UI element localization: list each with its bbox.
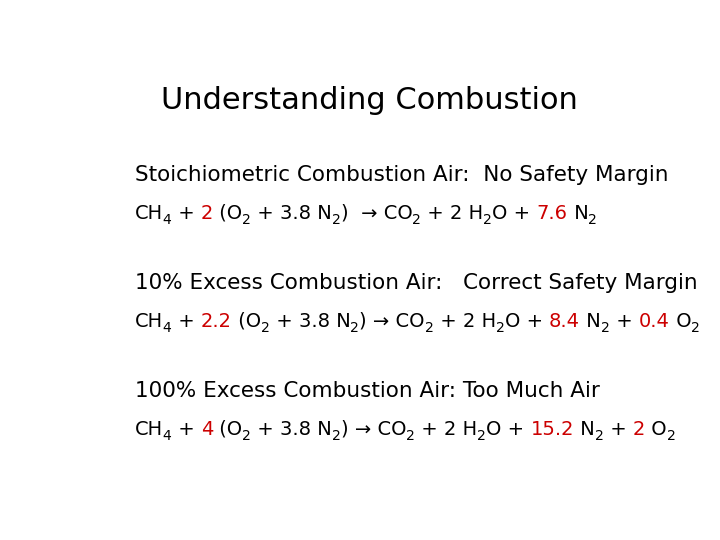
Text: 2.2: 2.2	[201, 312, 232, 331]
Text: + 2 H: + 2 H	[415, 420, 477, 439]
Text: 2: 2	[261, 321, 269, 335]
Text: 2: 2	[595, 429, 603, 443]
Text: )  → CO: ) → CO	[341, 204, 413, 222]
Text: O: O	[645, 420, 667, 439]
Text: 2: 2	[667, 429, 675, 443]
Text: 2: 2	[425, 321, 433, 335]
Text: +: +	[171, 204, 201, 222]
Text: O: O	[670, 312, 691, 331]
Text: +: +	[171, 312, 201, 331]
Text: 2: 2	[332, 429, 341, 443]
Text: 2: 2	[496, 321, 505, 335]
Text: O +: O +	[492, 204, 536, 222]
Text: +: +	[171, 420, 201, 439]
Text: 2: 2	[332, 213, 341, 227]
Text: 7.6: 7.6	[536, 204, 567, 222]
Text: +: +	[610, 312, 639, 331]
Text: 2: 2	[632, 420, 645, 439]
Text: 4: 4	[163, 213, 171, 227]
Text: N: N	[574, 420, 595, 439]
Text: (O: (O	[213, 204, 242, 222]
Text: 4: 4	[201, 420, 213, 439]
Text: CH: CH	[135, 204, 163, 222]
Text: 2: 2	[600, 321, 610, 335]
Text: ) → CO: ) → CO	[341, 420, 406, 439]
Text: O +: O +	[505, 312, 549, 331]
Text: Stoichiometric Combustion Air:  No Safety Margin: Stoichiometric Combustion Air: No Safety…	[135, 165, 668, 185]
Text: N: N	[580, 312, 600, 331]
Text: 2: 2	[201, 204, 213, 222]
Text: 15.2: 15.2	[531, 420, 574, 439]
Text: +: +	[603, 420, 632, 439]
Text: + 2 H: + 2 H	[421, 204, 483, 222]
Text: (O: (O	[232, 312, 261, 331]
Text: + 3.8 N: + 3.8 N	[269, 312, 351, 331]
Text: + 3.8 N: + 3.8 N	[251, 420, 332, 439]
Text: 2: 2	[483, 213, 492, 227]
Text: 2: 2	[477, 429, 486, 443]
Text: 4: 4	[163, 321, 171, 335]
Text: 100% Excess Combustion Air: Too Much Air: 100% Excess Combustion Air: Too Much Air	[135, 381, 600, 401]
Text: + 2 H: + 2 H	[433, 312, 496, 331]
Text: 0.4: 0.4	[639, 312, 670, 331]
Text: 2: 2	[351, 321, 359, 335]
Text: O +: O +	[486, 420, 531, 439]
Text: ) → CO: ) → CO	[359, 312, 425, 331]
Text: + 3.8 N: + 3.8 N	[251, 204, 332, 222]
Text: 2: 2	[242, 213, 251, 227]
Text: N: N	[567, 204, 588, 222]
Text: 2: 2	[691, 321, 700, 335]
Text: 2: 2	[406, 429, 415, 443]
Text: CH: CH	[135, 420, 163, 439]
Text: 4: 4	[163, 429, 171, 443]
Text: 2: 2	[588, 213, 598, 227]
Text: Understanding Combustion: Understanding Combustion	[161, 85, 577, 114]
Text: 8.4: 8.4	[549, 312, 580, 331]
Text: 2: 2	[242, 429, 251, 443]
Text: 2: 2	[413, 213, 421, 227]
Text: CH: CH	[135, 312, 163, 331]
Text: 10% Excess Combustion Air:   Correct Safety Margin: 10% Excess Combustion Air: Correct Safet…	[135, 273, 697, 293]
Text: (O: (O	[213, 420, 242, 439]
